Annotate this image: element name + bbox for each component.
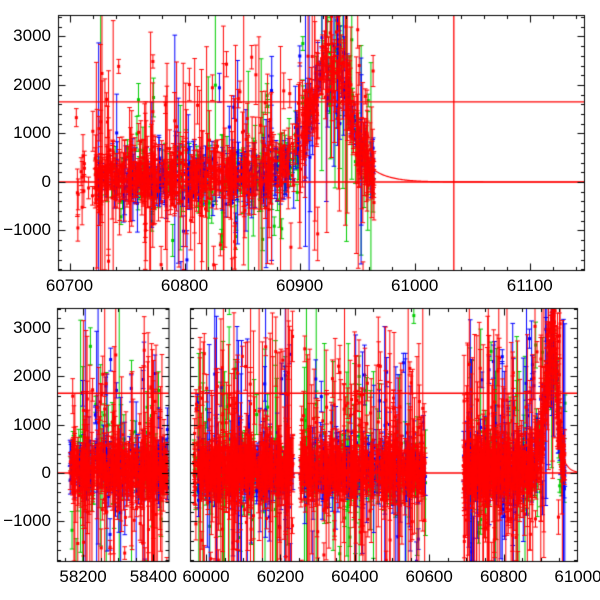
mjd-light-curve-figure: 60700 60800 60900 61000 61100 −1000 0 1000 2000 3… (0, 0, 600, 600)
light-curve-canvas (0, 0, 600, 600)
